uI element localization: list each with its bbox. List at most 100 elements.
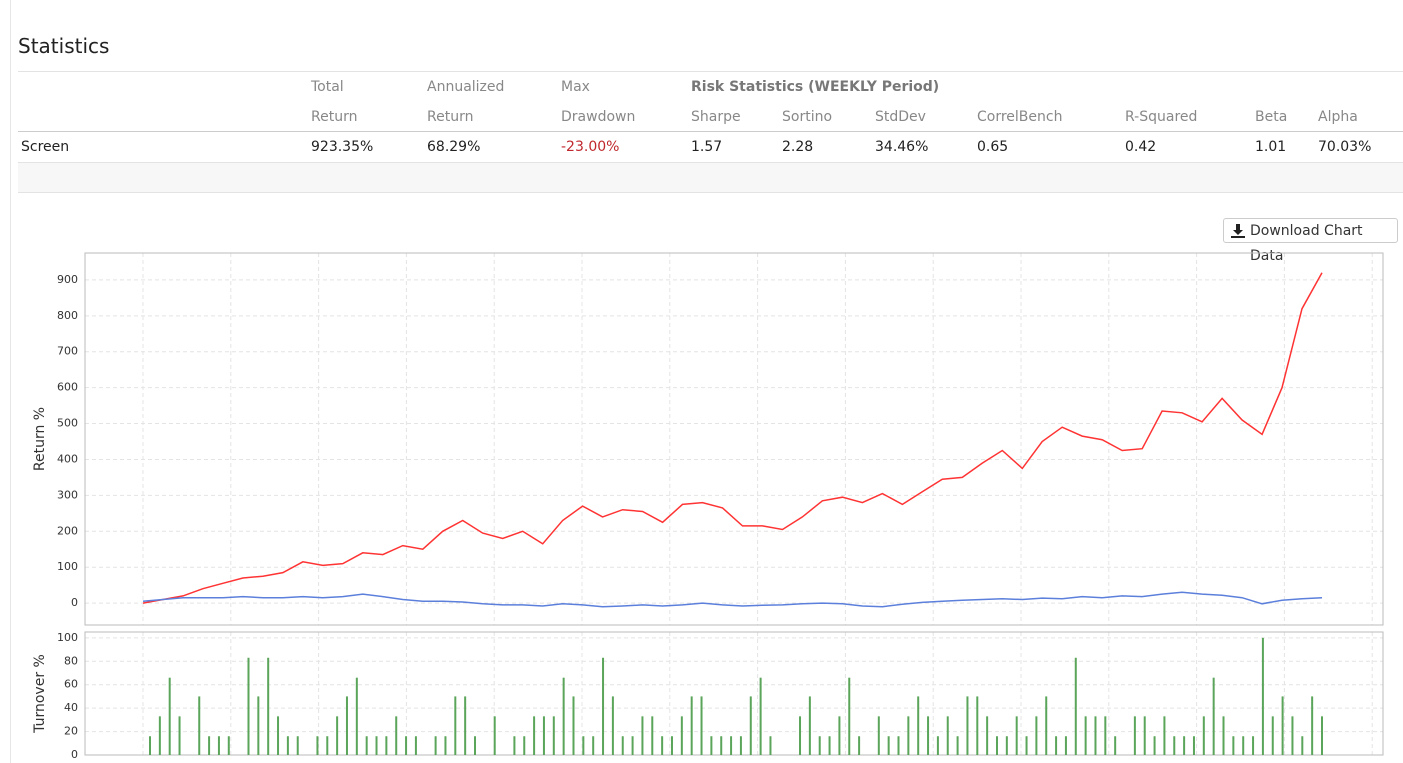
table-cell: 2.28 (782, 139, 814, 155)
bar (149, 736, 151, 755)
bar (542, 716, 545, 755)
bar (1212, 677, 1215, 755)
bar (838, 716, 841, 755)
bar (749, 696, 752, 755)
bar (375, 736, 378, 755)
bar (385, 736, 388, 755)
bar (277, 716, 280, 755)
bar (877, 716, 880, 755)
header-cell: Alpha (1318, 109, 1358, 125)
y-axis-label: Return % (32, 407, 48, 471)
bar (257, 696, 260, 755)
bar (995, 736, 998, 755)
bar (818, 736, 821, 755)
table-cell: 68.29% (427, 139, 481, 155)
bar (286, 736, 289, 755)
bar (454, 696, 457, 755)
row-separator (18, 131, 1403, 132)
y-tick-label: 800 (57, 309, 78, 322)
bar (464, 696, 467, 755)
row-separator (18, 192, 1403, 193)
bar (572, 696, 575, 755)
header-cell: Sharpe (691, 109, 741, 125)
bar (405, 736, 408, 755)
y-tick-label: 100 (57, 560, 78, 573)
bar (611, 696, 614, 755)
table-cell: 1.01 (1255, 139, 1287, 155)
bar (641, 716, 644, 755)
bar (562, 677, 565, 755)
bar (1202, 716, 1205, 755)
header-cell: Return (311, 109, 358, 125)
download-label: Download Chart Data (1250, 223, 1363, 264)
page-title: Statistics (18, 34, 110, 58)
bar (1222, 716, 1225, 755)
bar (267, 657, 270, 755)
plot-frame (84, 631, 1384, 756)
bar (1114, 736, 1117, 755)
bar (651, 716, 654, 755)
bar (168, 677, 171, 755)
bar (759, 677, 762, 755)
table-cell: -23.00% (561, 139, 620, 155)
y-tick-label: 40 (64, 701, 78, 714)
table-cell: 923.35% (311, 139, 374, 155)
bar (730, 736, 733, 755)
bar (1281, 696, 1284, 755)
bar (621, 736, 624, 755)
bar (1173, 736, 1176, 755)
row-separator (18, 162, 1403, 163)
header-cell: Annualized (427, 79, 505, 95)
bar (355, 677, 358, 755)
bar (1104, 716, 1107, 755)
bar (739, 736, 742, 755)
bar (513, 736, 516, 755)
bar (927, 716, 930, 755)
y-tick-label: 200 (57, 524, 78, 537)
bar (670, 736, 673, 755)
bar (345, 696, 348, 755)
y-tick-label: 500 (57, 417, 78, 430)
header-cell: Beta (1255, 109, 1288, 125)
y-tick-label: 300 (57, 488, 78, 501)
bar (1035, 716, 1038, 755)
bar (178, 716, 181, 755)
header-cell: R-Squared (1125, 109, 1198, 125)
download-icon (1231, 224, 1245, 238)
y-tick-label: 60 (64, 678, 78, 691)
bar (552, 716, 555, 755)
bar (1183, 736, 1186, 755)
bar (582, 736, 585, 755)
bar (986, 716, 989, 755)
bar (631, 736, 634, 755)
header-cell: Max (561, 79, 590, 95)
header-cell: StdDev (875, 109, 926, 125)
bar (1143, 716, 1146, 755)
y-tick-label: 400 (57, 452, 78, 465)
y-tick-label: 900 (57, 273, 78, 286)
bar (799, 716, 802, 755)
bar (1271, 716, 1274, 755)
bar (936, 736, 939, 755)
bar (808, 696, 811, 755)
bar (907, 716, 910, 755)
header-cell: Return (427, 109, 474, 125)
bar (917, 696, 920, 755)
table-cell: 0.65 (977, 139, 1009, 155)
y-tick-label: 0 (71, 596, 78, 609)
bar (326, 736, 329, 755)
bar (700, 696, 703, 755)
bar (414, 736, 417, 755)
bar (592, 736, 595, 755)
bar (434, 736, 437, 755)
bar (1242, 736, 1245, 755)
bar (956, 736, 959, 755)
row-separator (18, 71, 1403, 72)
bar (887, 736, 890, 755)
download-button[interactable]: Download Chart Data (1223, 218, 1398, 264)
plot-frame (84, 252, 1384, 626)
y-tick-label: 0 (71, 748, 78, 761)
header-cell: Total (311, 79, 344, 95)
bar (1192, 736, 1195, 755)
bar (1133, 716, 1136, 755)
